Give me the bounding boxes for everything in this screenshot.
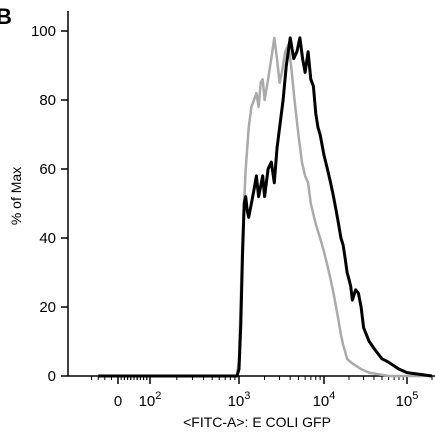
y-tick-label: 60 bbox=[39, 161, 56, 178]
histogram-line-2 bbox=[98, 36, 433, 378]
y-axis: 0 20 40 60 80 100 bbox=[31, 11, 69, 385]
x-tick-label: 105 bbox=[396, 390, 419, 410]
y-tick-label: 0 bbox=[48, 368, 56, 385]
x-axis-title: <FITC-A>: E COLI GFP bbox=[183, 414, 331, 430]
x-tick-label: 104 bbox=[313, 390, 336, 410]
y-tick-label: 40 bbox=[39, 230, 56, 247]
x-tick-label: 102 bbox=[139, 390, 162, 410]
panel-label: B bbox=[0, 4, 12, 29]
y-tick-label: 100 bbox=[31, 23, 56, 40]
x-tick-label: 103 bbox=[228, 390, 251, 410]
x-axis-ticks: 0 102 103 104 105 bbox=[114, 376, 419, 410]
y-axis-ticks: 0 20 40 60 80 100 bbox=[31, 23, 68, 385]
histogram-line-1 bbox=[98, 36, 432, 378]
x-tick-label: 0 bbox=[114, 393, 122, 410]
histogram-series bbox=[98, 36, 433, 378]
x-axis: 0 102 103 104 105 bbox=[68, 375, 435, 410]
y-axis-title: % of Max bbox=[8, 167, 24, 225]
y-tick-label: 20 bbox=[39, 299, 56, 316]
y-tick-label: 80 bbox=[39, 92, 56, 109]
